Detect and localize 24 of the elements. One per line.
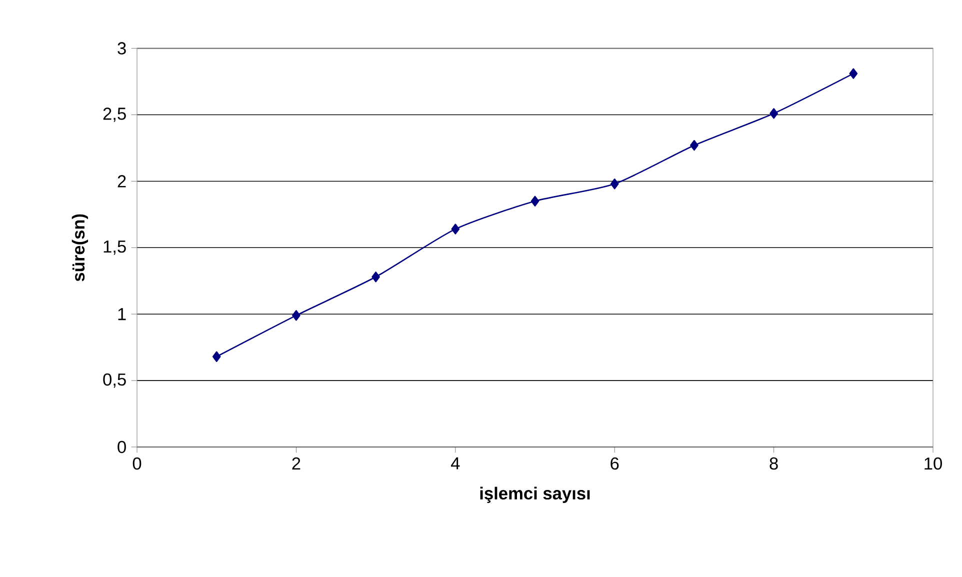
y-tick-label: 2,5	[103, 108, 126, 122]
x-axis-title: işlemci sayısı	[480, 486, 590, 503]
y-axis-title: süre(sn)	[72, 214, 88, 282]
point	[292, 310, 300, 321]
point	[610, 178, 619, 190]
point	[212, 351, 221, 362]
point	[372, 272, 380, 282]
x-tick-label: 8	[770, 457, 778, 470]
x-tick-label: 4	[450, 457, 460, 470]
y-tick-label: 0,5	[103, 373, 126, 388]
x-tick-label: 6	[610, 457, 619, 470]
point	[530, 196, 540, 206]
point	[849, 68, 858, 79]
x-tick-label: 10	[924, 457, 942, 470]
y-tick-label: 1,5	[104, 240, 126, 255]
y-tick-label: 1	[118, 308, 126, 320]
x-tick-label: 2	[292, 457, 300, 470]
y-tick-label: 2	[118, 175, 126, 188]
point	[690, 140, 698, 151]
x-tick-label: 0	[132, 457, 142, 470]
point	[770, 108, 778, 119]
y-tick-label: 0	[118, 440, 126, 454]
point	[451, 224, 460, 234]
y-tick-label: 3	[118, 42, 126, 54]
